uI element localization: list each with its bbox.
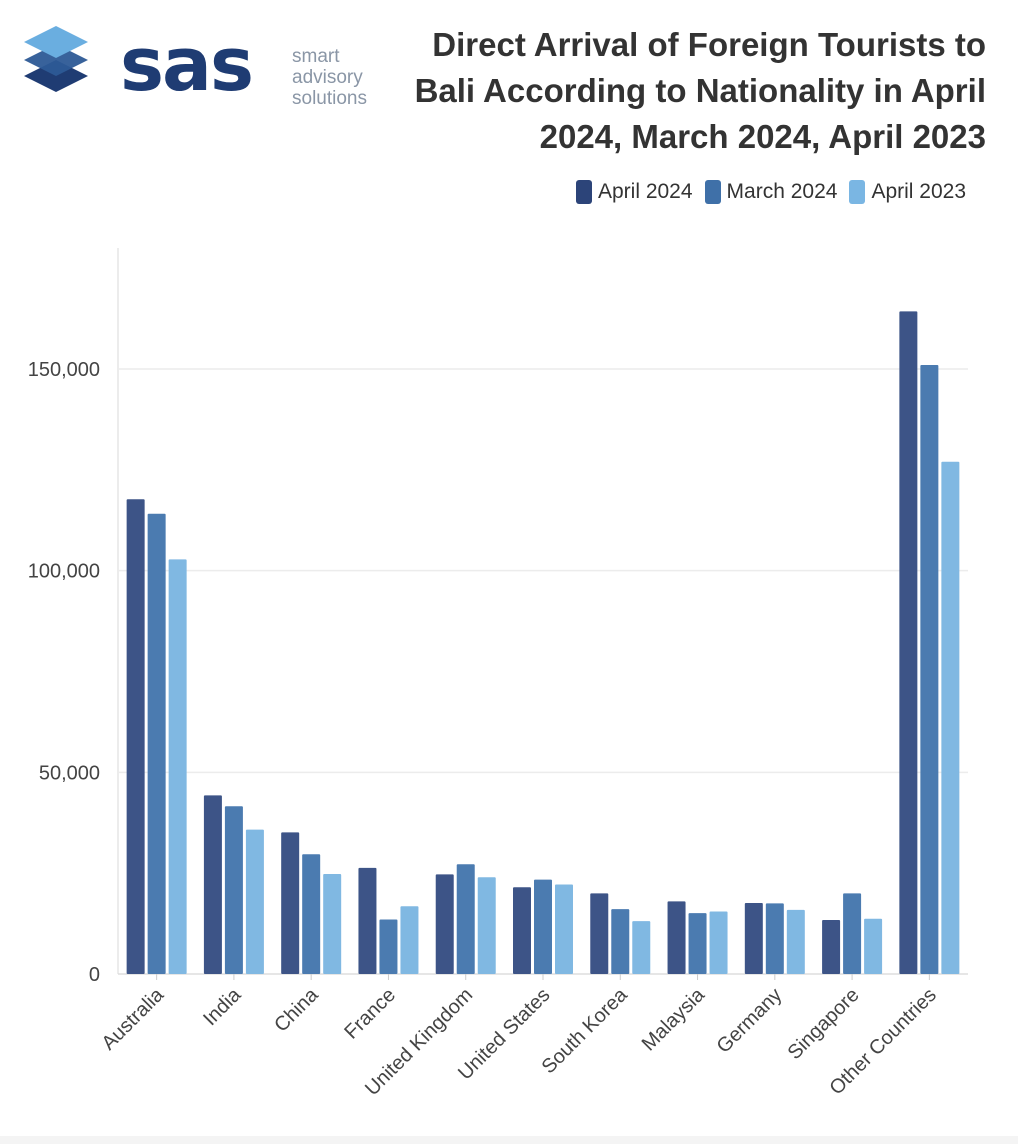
legend-item-april-2023[interactable]: April 2023 bbox=[849, 180, 966, 204]
bar-france-april-2024 bbox=[358, 867, 377, 974]
bar-australia-march-2024 bbox=[147, 513, 166, 974]
sas-logo-mark-icon bbox=[24, 26, 88, 92]
bar-france-april-2023 bbox=[400, 906, 419, 974]
y-tick-label-100000: 100,000 bbox=[28, 561, 100, 583]
bar-australia-april-2023 bbox=[168, 559, 187, 974]
bar-germany-april-2023 bbox=[786, 909, 805, 974]
bar-china-april-2024 bbox=[281, 832, 300, 974]
legend-label-march-2024: March 2024 bbox=[726, 180, 838, 203]
y-tick-label-0: 0 bbox=[89, 964, 100, 986]
logo-brand-text: sas bbox=[120, 22, 254, 108]
bar-other-countries-april-2024 bbox=[899, 311, 918, 974]
bar-united-states-april-2024 bbox=[513, 887, 531, 974]
legend-swatch-march-2024 bbox=[704, 180, 721, 204]
legend-swatch-april-2024 bbox=[575, 180, 592, 204]
legend-item-april-2024[interactable]: April 2024 bbox=[575, 180, 693, 204]
chart-title: Direct Arrival of Foreign Tourists to Ba… bbox=[414, 26, 986, 155]
x-tick-label-india: India bbox=[199, 983, 246, 1030]
bar-south-korea-april-2024 bbox=[590, 893, 609, 974]
bar-india-march-2024 bbox=[224, 806, 243, 974]
bar-united-kingdom-april-2023 bbox=[477, 877, 496, 974]
y-tick-label-150000: 150,000 bbox=[28, 359, 100, 381]
chart-legend: April 2024 March 2024 April 2023 bbox=[575, 180, 966, 204]
x-tick-label-malaysia: Malaysia bbox=[638, 983, 710, 1055]
bar-india-april-2023 bbox=[245, 829, 264, 974]
bar-other-countries-march-2024 bbox=[920, 364, 939, 974]
bar-france-march-2024 bbox=[379, 919, 398, 974]
bar-united-states-april-2023 bbox=[555, 884, 573, 974]
bar-malaysia-april-2023 bbox=[709, 911, 728, 974]
bar-australia-april-2024 bbox=[126, 499, 145, 974]
bar-china-april-2023 bbox=[323, 873, 342, 974]
bar-india-april-2024 bbox=[203, 795, 222, 974]
bottom-strip bbox=[0, 1136, 1018, 1144]
y-tick-label-50000: 50,000 bbox=[39, 762, 100, 784]
bar-malaysia-march-2024 bbox=[688, 913, 707, 974]
bar-south-korea-april-2023 bbox=[632, 921, 651, 974]
logo-tagline-line-3: solutions bbox=[292, 88, 367, 109]
bar-singapore-march-2024 bbox=[843, 893, 862, 974]
legend-item-march-2024[interactable]: March 2024 bbox=[704, 180, 838, 204]
bar-united-kingdom-march-2024 bbox=[456, 864, 475, 974]
bar-singapore-april-2024 bbox=[822, 919, 841, 974]
x-tick-label-singapore: Singapore bbox=[784, 984, 864, 1064]
bar-germany-april-2024 bbox=[744, 903, 763, 974]
logo-tagline-line-1: smart bbox=[292, 46, 340, 67]
bar-other-countries-april-2023 bbox=[941, 461, 960, 974]
bar-singapore-april-2023 bbox=[864, 918, 883, 974]
x-tick-label-australia: Australia bbox=[98, 983, 169, 1054]
bar-united-states-march-2024 bbox=[534, 879, 552, 974]
logo-tagline-line-2: advisory bbox=[292, 67, 363, 88]
bar-south-korea-march-2024 bbox=[611, 909, 630, 974]
bar-china-march-2024 bbox=[302, 854, 321, 974]
legend-label-april-2023: April 2023 bbox=[871, 180, 966, 203]
bar-malaysia-april-2024 bbox=[667, 901, 686, 974]
legend-swatch-april-2023 bbox=[849, 180, 866, 204]
logo-tagline: smart advisory solutions bbox=[292, 46, 402, 109]
sas-logo: sas smart advisory solutions bbox=[20, 20, 370, 109]
bar-united-kingdom-april-2024 bbox=[435, 874, 454, 974]
x-tick-label-france: France bbox=[340, 984, 400, 1044]
x-tick-label-germany: Germany bbox=[713, 984, 787, 1058]
legend-label-april-2024: April 2024 bbox=[597, 180, 693, 203]
x-tick-label-china: China bbox=[270, 983, 323, 1036]
bar-germany-march-2024 bbox=[765, 903, 784, 974]
